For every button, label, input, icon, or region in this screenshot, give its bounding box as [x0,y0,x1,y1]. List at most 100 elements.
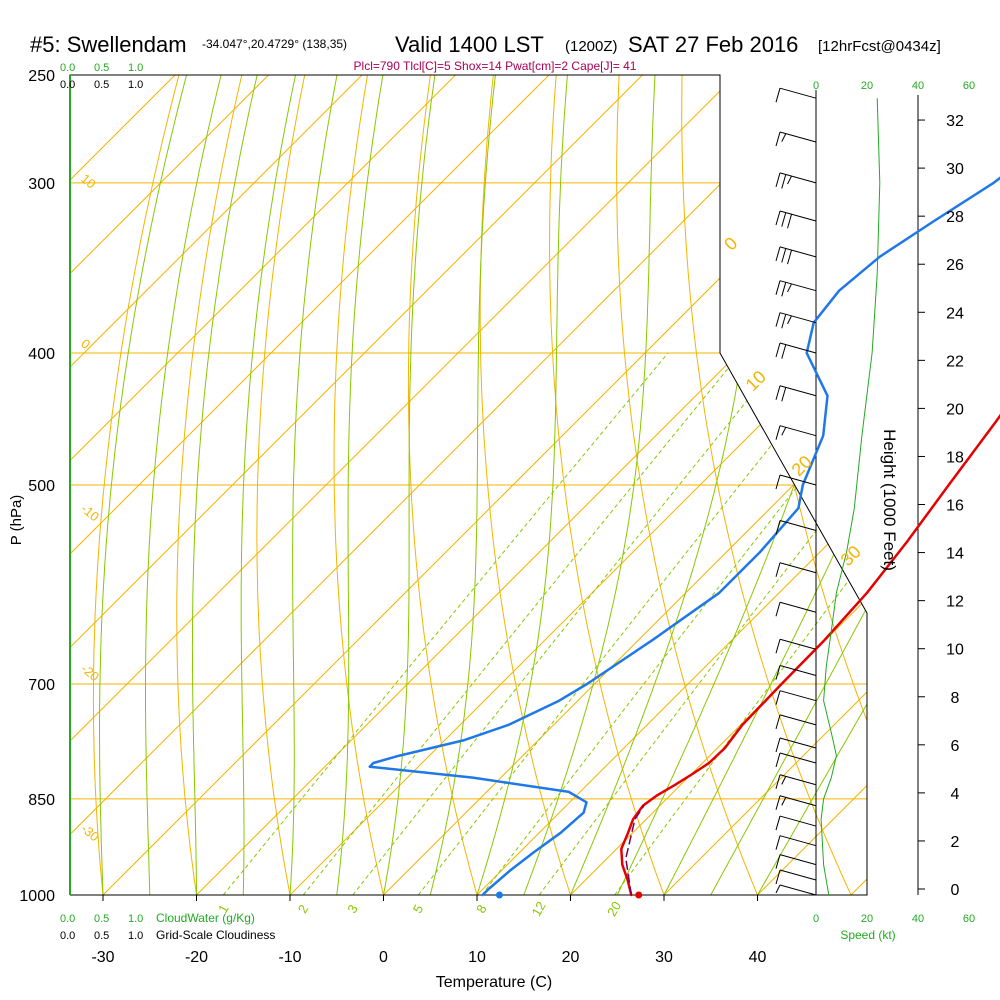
x-axis-label: Temperature (C) [436,974,552,991]
mixing-ratio-label: 3 [344,902,361,916]
right-isotherm-label: 10 [742,367,770,395]
data-layer [69,74,1000,901]
wind-barb [775,737,817,753]
x-tick-label: 0 [379,949,388,966]
pressure-tick-label: 1000 [19,888,55,905]
height-tick-label: 0 [951,882,960,899]
moist-adiabat [383,75,436,895]
dry-adiabat [549,75,676,895]
height-tick-label: 28 [946,209,964,226]
temperature-line [620,413,1000,897]
wind-barb [775,869,817,885]
wind-barb [775,774,817,789]
isotherm [70,75,363,895]
isotherm [850,75,867,895]
moist-adiabat [663,75,867,895]
isotherm [476,75,867,895]
x-tick-label: 40 [749,949,767,966]
sounding-parameters: Plcl=790 Tlcl[C]=5 Shox=14 Pwat[cm]=2 Ca… [354,59,637,73]
dry-adiabat [407,75,486,895]
wind-barb [775,131,817,147]
height-tick-label: 10 [946,642,964,659]
mixing-ratio-line [222,352,669,895]
cloud-scale-top-black-1: 0.5 [94,79,109,91]
moist-adiabat [429,75,496,895]
speed-bottom-1: 20 [861,913,873,925]
isotherm [70,75,643,895]
dry-adiabat [176,75,248,895]
x-tick-label: -10 [278,949,301,966]
moist-adiabat [99,75,188,895]
wind-barb [775,601,817,617]
moist-adiabat [240,75,296,895]
mixing-ratio-line [417,352,846,895]
height-tick-label: 16 [946,498,964,515]
dry-adiabat [479,75,581,895]
wind-layer [775,87,881,896]
cloud-scale-top-green-1: 0.5 [94,62,109,74]
left-temperature-label: -10 [78,501,102,525]
wind-barb [775,795,817,810]
wind-barb [775,752,817,768]
x-tick-label: 30 [655,949,673,966]
wind-barb [775,714,817,729]
isotherm [70,75,737,895]
wind-speed-profile [820,98,881,896]
speed-top-3: 60 [963,80,975,92]
pressure-tick-label: 850 [28,792,55,809]
speed-top-2: 40 [912,80,924,92]
moist-adiabat [289,75,338,895]
height-tick-label: 22 [946,353,964,370]
surface-temperature-point [635,891,643,899]
speed-axis-label: Speed (kt) [840,928,895,942]
pressure-tick-label: 700 [28,677,55,694]
speed-top-1: 20 [861,80,873,92]
cloud-scale-bottom-black-2: 1.0 [128,930,143,942]
moist-adiabat [757,75,867,895]
mixing-ratio-line [302,352,741,895]
height-tick-label: 8 [951,690,960,707]
wind-barb [775,246,817,265]
moist-adiabat [336,75,384,895]
wind-barb [775,520,817,535]
surface-dewpoint-point [495,891,503,899]
dry-adiabat [256,75,311,895]
height-tick-label: 14 [946,546,964,563]
wind-barb [775,172,817,189]
dry-adiabat [616,75,771,895]
y2-axis-label: Height (1000 Feet) [880,429,899,571]
cloud-scale-top-green-2: 1.0 [128,62,143,74]
mixing-ratio-line [352,352,786,895]
left-temperature-label: 0 [78,336,93,352]
cloudwater-label: CloudWater (g/Kg) [156,911,255,925]
left-temperature-label: 10 [78,171,99,192]
cloud-scale-bottom-black-0: 0.0 [60,930,75,942]
moist-adiabat [191,75,258,895]
wind-barb [775,87,817,103]
height-tick-label: 32 [946,113,964,130]
mixing-ratio-label: 5 [410,902,427,916]
dry-adiabat [931,51,1000,924]
wind-barb [775,835,817,850]
mixing-ratio-line [614,352,867,895]
mixing-ratio-label: 2 [295,902,312,916]
dry-adiabat [806,75,867,895]
mixing-ratio-line [538,352,867,895]
station-location: -34.047°,20.4729° (138,35) [202,37,347,51]
dry-adiabat [681,75,866,895]
height-tick-label: 26 [946,257,964,274]
forecast-tag: [12hrFcst@0434z] [818,38,941,55]
pressure-tick-label: 500 [28,478,55,495]
y-axis-label: P (hPa) [8,495,25,546]
left-temperature-label: -20 [78,661,102,685]
wind-barb [775,474,817,490]
height-tick-label: 4 [951,786,960,803]
wind-barb [775,425,817,440]
wind-barb [775,690,817,705]
pressure-tick-label: 400 [28,346,55,363]
cloud-scale-bottom-black-1: 0.5 [94,930,109,942]
height-tick-label: 30 [946,161,964,178]
speed-bottom-0: 0 [813,913,819,925]
